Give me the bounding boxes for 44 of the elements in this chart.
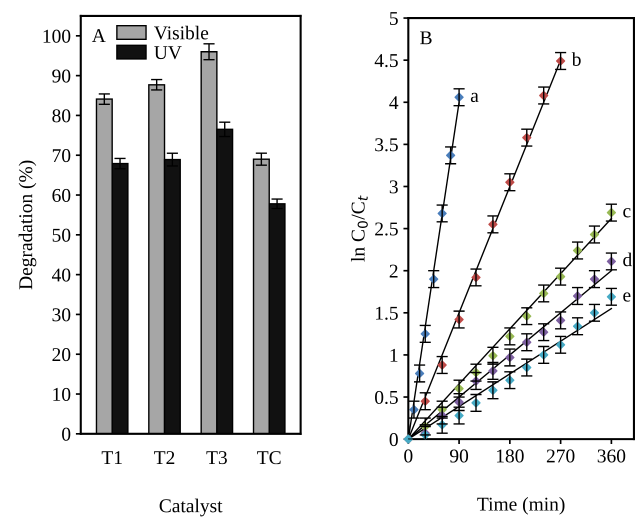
series-label: d bbox=[623, 252, 632, 266]
y-tick-label: 0 bbox=[62, 428, 70, 441]
y-tick-label: 80 bbox=[52, 109, 70, 122]
x-axis-title: Catalyst bbox=[160, 498, 222, 516]
y-tick-label: 2.5 bbox=[375, 222, 398, 236]
y-tick-label: 20 bbox=[52, 348, 70, 362]
series-label: a bbox=[470, 92, 479, 102]
y-tick-label: 70 bbox=[52, 149, 70, 162]
y-tick-label: 1 bbox=[390, 348, 398, 362]
x-tick-label: T1 bbox=[102, 451, 122, 464]
x-tick-label: TC bbox=[257, 451, 281, 464]
x-tick-label: 360 bbox=[598, 449, 626, 463]
y-tick-label: 3 bbox=[390, 180, 398, 194]
y-tick-label: 3.5 bbox=[375, 138, 398, 152]
x-tick-label: 0 bbox=[404, 449, 412, 463]
y-tick-label: 4.5 bbox=[374, 54, 398, 68]
y-axis-title: ln C$_{0}$/C$_{t}$ bbox=[350, 195, 368, 262]
y-tick-label: 30 bbox=[52, 308, 70, 322]
y-tick-label: 60 bbox=[52, 188, 70, 202]
y-tick-label: 1.5 bbox=[376, 306, 398, 320]
y-tick-label: 100 bbox=[44, 30, 70, 43]
annotation: B bbox=[420, 31, 432, 44]
x-tick-label: 180 bbox=[496, 449, 524, 463]
y-tick-label: 2 bbox=[390, 264, 398, 278]
y-tick-label: 4 bbox=[389, 96, 398, 110]
y-tick-label: 50 bbox=[52, 228, 70, 242]
x-tick-label: T2 bbox=[154, 451, 174, 464]
legend-label: UV bbox=[154, 46, 182, 60]
y-tick-label: 40 bbox=[52, 268, 70, 282]
legend-label: Visible bbox=[154, 26, 208, 40]
y-tick-label: 0 bbox=[390, 432, 398, 446]
x-tick-label: 90 bbox=[450, 449, 468, 463]
y-tick-label: 90 bbox=[52, 69, 70, 83]
y-tick-label: 0.5 bbox=[375, 390, 398, 404]
series-label: c bbox=[623, 208, 631, 218]
y-tick-label: 5 bbox=[390, 12, 398, 25]
annotation: A bbox=[92, 29, 106, 42]
x-axis-title: Time (min) bbox=[477, 497, 564, 515]
y-tick-label: 10 bbox=[53, 388, 70, 401]
y-axis-title: Degradation (%) bbox=[18, 160, 36, 290]
x-tick-label: 270 bbox=[546, 449, 574, 463]
x-tick-label: T3 bbox=[206, 451, 227, 464]
series-label: e bbox=[623, 292, 630, 302]
series-label: b bbox=[572, 52, 581, 66]
